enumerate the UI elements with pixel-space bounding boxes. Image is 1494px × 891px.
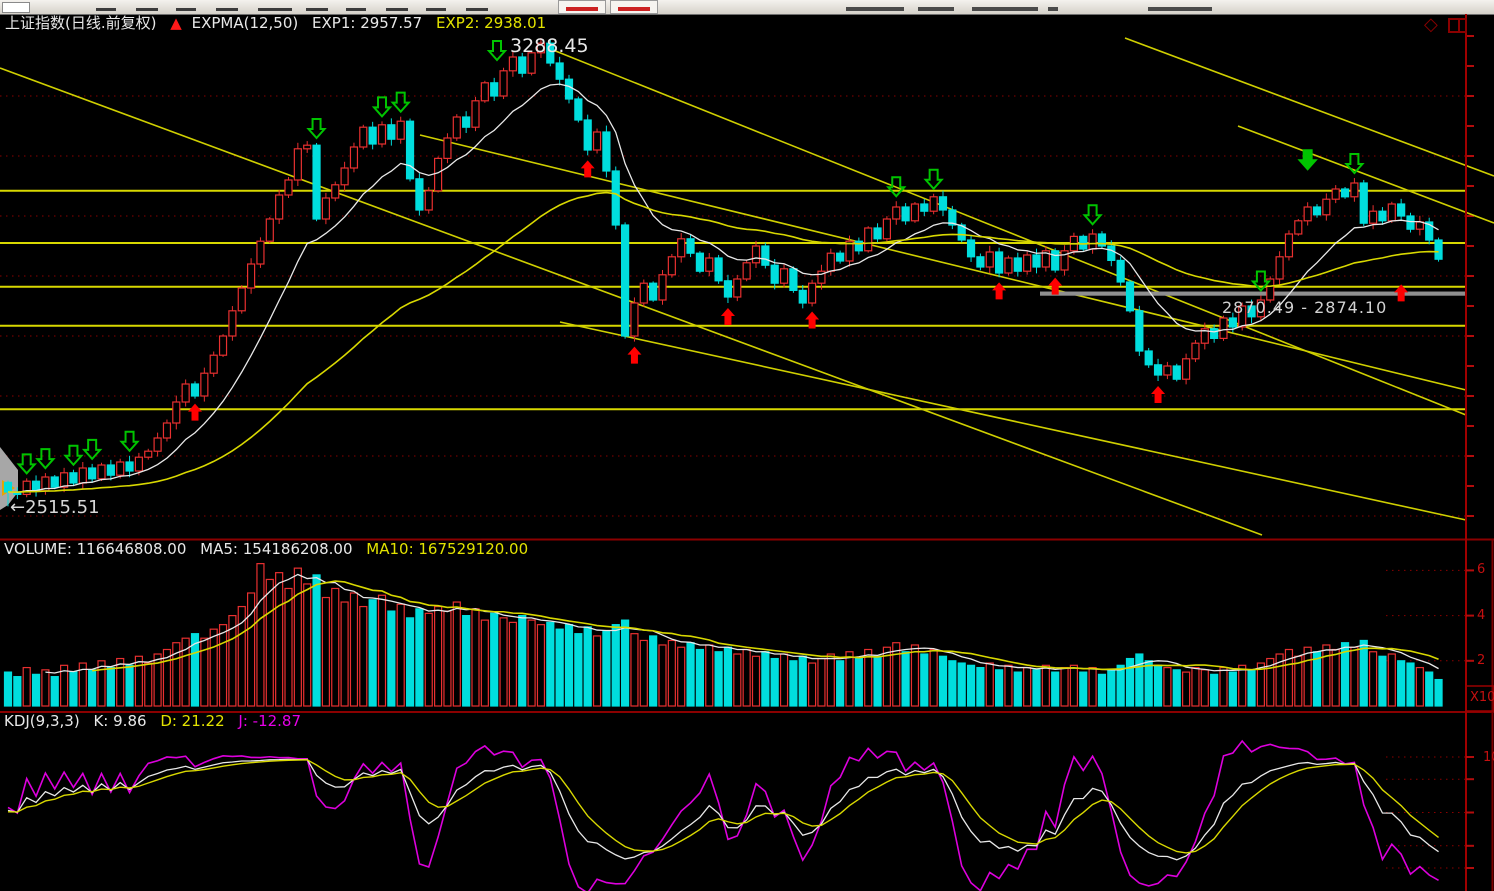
sell-signal-arrow bbox=[390, 91, 411, 114]
cost-band-label: 2870.49 - 2874.10 bbox=[1222, 298, 1388, 317]
left-pointer-icon: ← bbox=[10, 497, 26, 518]
pane-separators bbox=[0, 14, 1494, 891]
kdj-pane-header: KDJ(9,3,3) K: 9.86 D: 21.22 J: -12.87 bbox=[4, 714, 310, 729]
buy-signal-arrow bbox=[188, 403, 202, 421]
sell-signal-arrow bbox=[1297, 149, 1318, 171]
menu-item-fragment[interactable] bbox=[136, 8, 158, 11]
sell-signal-arrow bbox=[371, 96, 393, 118]
menu-item-fragment[interactable] bbox=[176, 8, 196, 11]
menubar-text-fragment bbox=[972, 7, 1038, 11]
diamond-icon[interactable]: ◇ bbox=[1424, 14, 1438, 35]
menu-item-fragment[interactable] bbox=[306, 8, 328, 11]
buy-signal-arrow bbox=[1151, 386, 1166, 403]
main-pane-header: 上证指数(日线.前复权) ▲ EXPMA(12,50) EXP1: 2957.5… bbox=[5, 16, 555, 31]
menubar-quote-box bbox=[610, 0, 658, 14]
expma-lines bbox=[7, 83, 1439, 494]
indicator-name: EXPMA(12,50) bbox=[191, 14, 299, 32]
sell-signal-arrow bbox=[923, 168, 944, 191]
menu-item-fragment[interactable] bbox=[386, 8, 408, 11]
menu-item-fragment[interactable] bbox=[96, 8, 116, 11]
sell-signal-arrow bbox=[306, 117, 327, 140]
menubar-quote-box bbox=[558, 0, 606, 14]
menu-item-fragment[interactable] bbox=[426, 8, 446, 11]
low-price-label: ←2515.51 bbox=[10, 497, 100, 518]
sell-signal-arrow bbox=[35, 448, 56, 470]
volume-ma10: MA10: 167529120.00 bbox=[366, 540, 529, 558]
sell-signal-arrow bbox=[1250, 270, 1272, 292]
menu-item-fragment[interactable] bbox=[258, 8, 292, 11]
volume-axis-label: 4 bbox=[1477, 608, 1486, 623]
sell-signal-arrow bbox=[81, 438, 103, 461]
kdj-d-value: D: 21.22 bbox=[160, 712, 225, 730]
kdj-lines bbox=[7, 739, 1439, 891]
sell-signal-arrow bbox=[1344, 153, 1365, 175]
volume-ma-lines bbox=[45, 573, 1439, 674]
menu-item-fragment[interactable] bbox=[466, 8, 488, 11]
menubar-text-fragment bbox=[846, 7, 904, 11]
kdj-j-value: J: -12.87 bbox=[238, 712, 302, 730]
cost-band bbox=[1040, 291, 1466, 296]
volume-ma5: MA5: 154186208.00 bbox=[200, 540, 353, 558]
kdj-gridlines bbox=[1386, 756, 1474, 869]
trend-lines bbox=[0, 37, 1494, 536]
sell-signal-arrow bbox=[63, 444, 84, 467]
volume-pane-header: VOLUME: 116646808.00 MA5: 154186208.00 M… bbox=[4, 542, 537, 557]
buy-signal-arrow bbox=[627, 346, 642, 364]
volume-value: VOLUME: 116646808.00 bbox=[4, 540, 187, 558]
menubar-logo-box[interactable] bbox=[2, 2, 30, 13]
menubar-text-fragment bbox=[1148, 7, 1212, 11]
sell-signal-arrow bbox=[119, 430, 140, 453]
buy-signal-arrow bbox=[580, 160, 595, 178]
price-axis-ticks bbox=[1466, 35, 1474, 517]
buy-signal-arrow bbox=[805, 311, 820, 329]
sell-signal-arrow bbox=[886, 176, 907, 198]
menubar[interactable] bbox=[0, 0, 1494, 15]
volume-axis-label: 2 bbox=[1477, 653, 1486, 668]
buy-signal-arrow bbox=[992, 282, 1007, 300]
volume-multiplier-label: X10 bbox=[1470, 690, 1494, 705]
menubar-text-fragment bbox=[1048, 7, 1058, 11]
buy-signal-arrow bbox=[1394, 284, 1409, 302]
menubar-text-fragment bbox=[918, 7, 954, 11]
signal-arrows bbox=[16, 40, 1409, 475]
volume-axis-label: 6 bbox=[1477, 562, 1486, 577]
exp1-value: EXP1: 2957.57 bbox=[312, 14, 423, 32]
exp2-value: EXP2: 2938.01 bbox=[436, 14, 547, 32]
peak-price-label: 3288.45 bbox=[510, 35, 589, 57]
volume-bars bbox=[3, 563, 1443, 707]
split-window-icon[interactable] bbox=[1448, 18, 1467, 33]
symbol-title: 上证指数(日线.前复权) bbox=[5, 14, 157, 32]
buy-signal-arrow bbox=[1048, 277, 1063, 295]
buy-signal-arrow bbox=[720, 308, 735, 325]
volume-gridlines bbox=[1386, 569, 1474, 662]
peak-marker-arrow bbox=[486, 40, 508, 62]
sell-signal-arrow bbox=[16, 453, 37, 475]
up-arrow-icon: ▲ bbox=[170, 14, 182, 32]
candles-layer bbox=[3, 38, 1443, 507]
kdj-axis-label: 100 bbox=[1483, 750, 1494, 765]
menu-item-fragment[interactable] bbox=[346, 8, 366, 11]
kdj-k-value: K: 9.86 bbox=[93, 712, 147, 730]
kdj-name: KDJ(9,3,3) bbox=[4, 712, 80, 730]
main-gridlines bbox=[0, 95, 1466, 517]
menu-item-fragment[interactable] bbox=[216, 8, 238, 11]
sell-signal-arrow bbox=[1082, 204, 1103, 226]
